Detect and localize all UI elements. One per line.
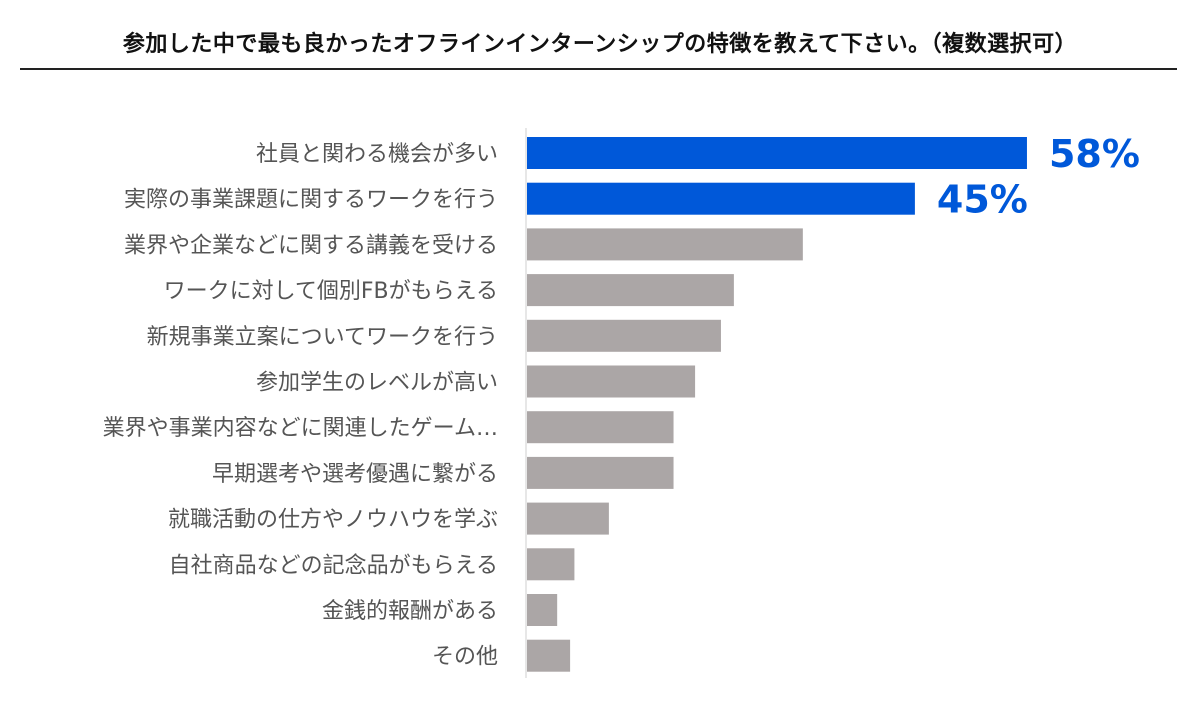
category-label: 業界や事業内容などに関連したゲーム… [103, 416, 498, 441]
bar [527, 502, 609, 535]
category-label: その他 [432, 645, 498, 670]
bar [527, 594, 558, 626]
bar [527, 639, 571, 672]
bar [527, 274, 734, 307]
category-label: ワークに対して個別FBがもらえる [164, 279, 498, 304]
bar [527, 548, 575, 581]
bar [527, 365, 696, 398]
category-label: 自社商品などの記念品がもらえる [169, 553, 498, 578]
bar [527, 319, 721, 352]
bar [527, 456, 674, 489]
category-label: 業界や企業などに関する講義を受ける [124, 233, 498, 258]
category-label: 就職活動の仕方やノウハウを学ぶ [168, 508, 498, 533]
bar [527, 137, 1027, 169]
chart-title: 参加した中で最も良かったオフラインインターンシップの特徴を教えて下さい。（複数選… [122, 32, 1078, 57]
category-label: 新規事業立案についてワークを行う [147, 325, 498, 350]
value-label: 45% [937, 178, 1028, 222]
bar [527, 411, 674, 444]
value-label: 58% [1049, 132, 1140, 176]
category-label: 社員と関わる機会が多い [256, 142, 498, 167]
title-underline [20, 68, 1177, 70]
category-label: 金銭的報酬がある [322, 599, 498, 624]
category-label: 実際の事業課題に関するワークを行う [124, 188, 498, 213]
bar [527, 182, 915, 215]
bar [527, 228, 803, 261]
category-label: 参加学生のレベルが高い [256, 371, 498, 396]
category-label: 早期選考や選考優遇に繋がる [212, 462, 498, 487]
